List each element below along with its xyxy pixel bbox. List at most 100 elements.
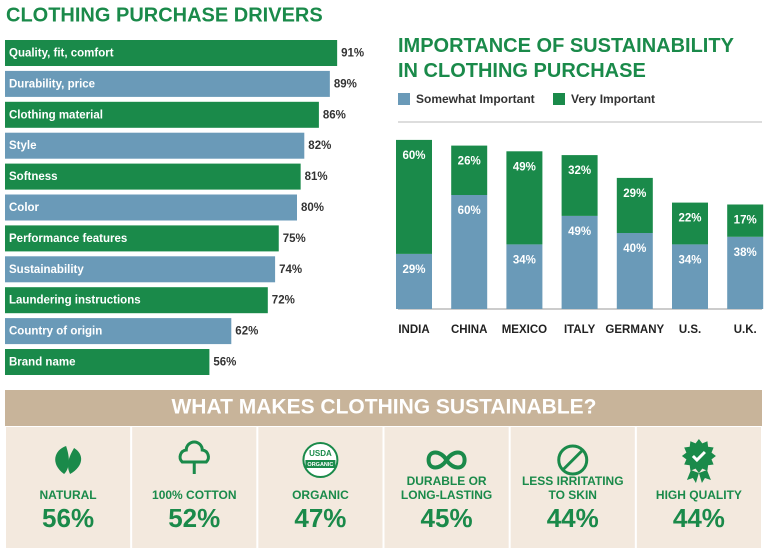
panel-title: WHAT MAKES CLOTHING SUSTAINABLE? [171, 396, 596, 419]
icon [305, 460, 336, 468]
stat-label: TO SKIN [549, 488, 597, 502]
stat-value: 56% [42, 503, 94, 533]
stat-label: HIGH QUALITY [656, 488, 742, 502]
bar-segment [727, 204, 764, 237]
bar [5, 163, 301, 190]
x-tick-label: MEXICO [502, 324, 547, 336]
value-label: 34% [513, 254, 536, 266]
bar [5, 194, 297, 221]
value-label: 82% [308, 140, 331, 152]
icon [686, 470, 711, 483]
value-label: 32% [568, 165, 591, 177]
bar [5, 132, 305, 159]
value-label: 81% [305, 171, 328, 183]
bar-segment [616, 233, 653, 309]
bar-label: Durability, price [9, 78, 95, 90]
value-label: 60% [402, 150, 425, 162]
bar-segment [451, 145, 488, 195]
value-label: 26% [458, 156, 481, 168]
bar [5, 101, 319, 128]
stat-value: 45% [421, 503, 473, 533]
value-label: 38% [734, 247, 757, 259]
legend-swatch [553, 93, 565, 105]
bar-segment [506, 151, 543, 245]
value-label: 91% [341, 48, 364, 60]
chart-title: IMPORTANCE OF SUSTAINABILITY IN CLOTHING… [398, 35, 734, 82]
icon [55, 446, 69, 474]
icon [691, 450, 706, 463]
icon [561, 448, 584, 472]
stat-label: LESS IRRITATING [522, 474, 624, 488]
bar-label: Country of origin [9, 326, 102, 338]
value-label: 34% [678, 254, 701, 266]
panel-header [5, 390, 762, 426]
bar-segment [396, 253, 432, 309]
bar [5, 40, 338, 66]
stat-label: LONG-LASTING [401, 488, 492, 502]
value-label: 49% [568, 226, 591, 238]
bar [5, 225, 279, 252]
value-label: 40% [623, 243, 646, 255]
icon [68, 448, 82, 474]
bar-segment [672, 244, 708, 309]
bar-label: Quality, fit, comfort [9, 48, 114, 60]
icon [426, 450, 467, 470]
value-label: 72% [272, 295, 295, 307]
x-tick-label: U.K. [734, 324, 757, 336]
bar-label: Brand name [9, 357, 75, 369]
bar-label: Color [9, 202, 40, 214]
value-label: 89% [334, 78, 357, 90]
bar [5, 318, 232, 345]
x-tick-label: CHINA [451, 324, 487, 336]
stat-value: 47% [294, 503, 346, 533]
value-label: 86% [323, 109, 346, 121]
bar-segment [561, 215, 598, 309]
bar-segment [396, 139, 432, 254]
value-label: 29% [402, 264, 425, 276]
stat-value: 52% [168, 503, 220, 533]
bar-label: Softness [9, 171, 58, 183]
bar [5, 349, 210, 375]
bar-segment [506, 244, 543, 309]
bar-label: Sustainability [9, 264, 84, 276]
legend-label: Somewhat Important [416, 92, 535, 106]
bar-segment [672, 202, 708, 245]
x-tick-label: ITALY [564, 324, 596, 336]
panel-cell [6, 427, 131, 548]
chart-title: CLOTHING PURCHASE DRIVERS [6, 4, 323, 26]
value-label: 29% [623, 188, 646, 200]
legend-label: Very Important [571, 92, 655, 106]
stat-value: 44% [547, 503, 599, 533]
value-label: 17% [734, 215, 757, 227]
x-tick-label: INDIA [398, 324, 429, 336]
bar [5, 256, 276, 283]
value-label: 49% [513, 161, 536, 173]
value-label: 80% [301, 202, 324, 214]
legend-swatch [398, 93, 410, 105]
bar-segment [451, 195, 488, 309]
value-label: 62% [235, 326, 258, 338]
stat-value: 44% [673, 503, 725, 533]
x-tick-label: U.S. [679, 324, 701, 336]
bar-segment [727, 236, 764, 309]
bar-segment [561, 155, 598, 216]
stat-label: ORGANIC [292, 488, 349, 502]
icon [557, 444, 589, 476]
value-label: 74% [279, 264, 302, 276]
bar-segment [616, 177, 653, 233]
value-label: 60% [458, 205, 481, 217]
bar [5, 287, 268, 314]
panel-cell [384, 427, 509, 548]
stat-label: 100% COTTON [152, 488, 236, 502]
bar-label: Performance features [9, 233, 127, 245]
value-label: 56% [213, 357, 236, 369]
value-label: 75% [283, 233, 306, 245]
bar-label: Clothing material [9, 109, 103, 121]
value-label: 22% [678, 213, 701, 225]
x-tick-label: GERMANY [605, 324, 664, 336]
stat-label: DURABLE OR [407, 474, 487, 488]
icon-text: ORGANIC [307, 462, 333, 468]
bar [5, 70, 330, 97]
